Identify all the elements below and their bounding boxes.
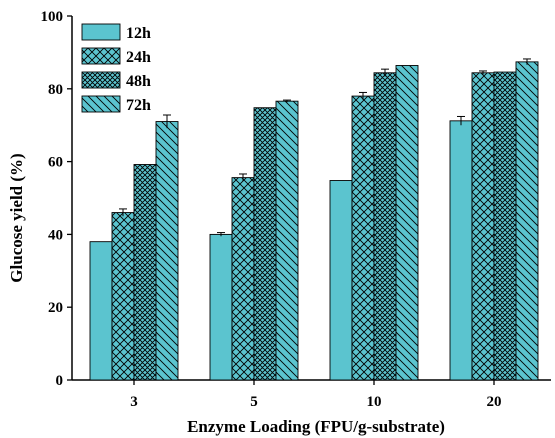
plot-area: 0 20 40 60 80 100 3 5 10 20 12h 24h 48h 72h [41,9,551,410]
bar-72h-3 [155,121,179,381]
legend-swatch-72h [81,95,121,113]
y-tick-label: 40 [48,227,63,243]
bar-12h-5 [209,233,233,381]
x-tick-label: 20 [487,394,502,410]
y-tick-label: 80 [48,82,63,98]
bar-24h-20 [471,72,495,381]
bar-72h-10 [395,65,419,381]
legend-label-48h: 48h [126,73,151,90]
bar-12h-20 [449,120,473,381]
y-tick-label: 20 [48,300,63,316]
legend-swatch-24h [81,47,121,65]
y-tick-label: 60 [48,155,63,171]
x-tick-label: 3 [130,394,138,410]
bar-48h-20 [493,71,517,381]
x-tick-label: 5 [250,394,258,410]
legend-label-12h: 12h [126,25,151,42]
x-tick-label: 10 [367,394,382,410]
y-tick-label: 0 [56,373,64,389]
bar-72h-20 [515,61,539,381]
bar-72h-5 [275,100,299,381]
bar-24h-3 [111,212,135,381]
bar-12h-10 [329,180,353,381]
bar-24h-5 [231,177,255,381]
legend-label-72h: 72h [126,97,151,114]
legend-label-24h: 24h [126,49,151,66]
x-axis-title: Enzyme Loading (FPU/g-substrate) [187,417,445,436]
y-axis-title: Glucose yield (%) [7,153,26,282]
y-tick-label: 100 [41,9,64,25]
bar-24h-10 [351,95,375,381]
bar-48h-3 [133,164,157,381]
bar-12h-3 [89,241,113,381]
bar-48h-10 [373,72,397,381]
legend-swatch-48h [81,71,121,89]
legend-swatch-12h [81,23,121,41]
bar-48h-5 [253,107,277,381]
